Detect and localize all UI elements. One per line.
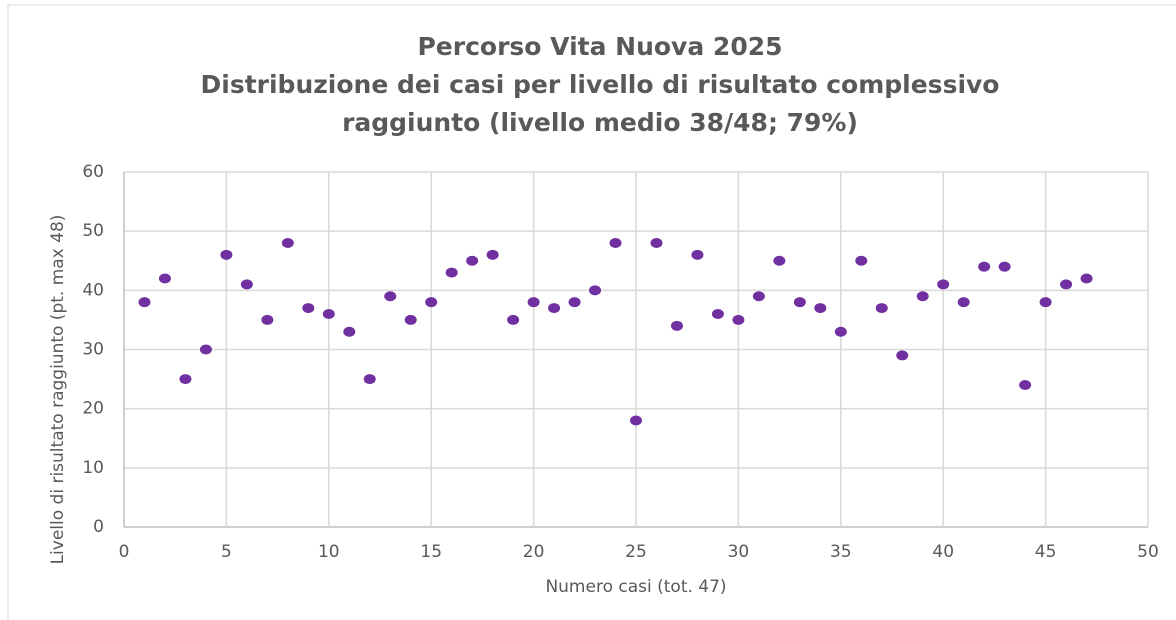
point bbox=[957, 297, 970, 308]
point bbox=[589, 285, 602, 296]
point bbox=[404, 314, 417, 325]
point bbox=[855, 255, 868, 266]
point bbox=[568, 297, 581, 308]
point bbox=[814, 303, 827, 314]
point bbox=[425, 297, 438, 308]
point bbox=[363, 374, 376, 385]
point bbox=[281, 238, 294, 248]
chart-title: Percorso Vita Nuova 2025 bbox=[417, 32, 782, 61]
y-tick-label: 50 bbox=[82, 221, 104, 241]
point bbox=[670, 320, 683, 331]
point bbox=[875, 303, 888, 314]
y-tick-label: 30 bbox=[82, 340, 104, 360]
point bbox=[179, 374, 192, 385]
point bbox=[445, 267, 458, 278]
x-tick-label: 50 bbox=[1137, 542, 1159, 562]
point bbox=[998, 261, 1011, 272]
point bbox=[486, 249, 499, 260]
point bbox=[732, 314, 745, 325]
point bbox=[609, 238, 622, 248]
x-tick-label: 10 bbox=[318, 542, 340, 562]
point bbox=[466, 255, 479, 266]
point bbox=[220, 249, 233, 260]
point bbox=[1060, 279, 1073, 290]
y-tick-label: 0 bbox=[93, 517, 104, 537]
y-tick-label: 60 bbox=[82, 162, 104, 182]
point bbox=[302, 303, 315, 314]
point bbox=[630, 415, 642, 426]
point bbox=[240, 279, 253, 290]
point bbox=[343, 326, 356, 337]
point bbox=[896, 350, 909, 361]
chart-title: Distribuzione dei casi per livello di ri… bbox=[201, 70, 1000, 99]
x-axis-label: Numero casi (tot. 47) bbox=[545, 577, 726, 597]
x-tick-label: 5 bbox=[221, 542, 232, 562]
point bbox=[322, 309, 335, 319]
point bbox=[527, 297, 540, 308]
point bbox=[834, 326, 847, 337]
x-tick-label: 20 bbox=[523, 542, 545, 562]
point bbox=[138, 297, 151, 308]
point bbox=[691, 249, 704, 260]
point bbox=[650, 238, 663, 248]
point bbox=[978, 261, 991, 272]
x-tick-label: 35 bbox=[830, 542, 852, 562]
point bbox=[1039, 297, 1052, 308]
x-tick-label: 40 bbox=[932, 542, 954, 562]
chart-border bbox=[7, 4, 1176, 620]
x-tick-label: 25 bbox=[625, 542, 647, 562]
point bbox=[548, 303, 561, 314]
point bbox=[507, 314, 520, 325]
y-axis-label: Livello di risultato raggiunto (pt. max … bbox=[48, 215, 68, 565]
point bbox=[1019, 380, 1032, 390]
y-tick-label: 10 bbox=[82, 458, 104, 478]
point bbox=[752, 291, 765, 302]
point bbox=[773, 255, 786, 266]
x-tick-label: 15 bbox=[420, 542, 442, 562]
point bbox=[384, 291, 397, 302]
y-tick-label: 40 bbox=[82, 280, 104, 300]
point bbox=[937, 279, 950, 290]
y-tick-label: 20 bbox=[82, 399, 104, 419]
x-tick-label: 45 bbox=[1035, 542, 1057, 562]
point bbox=[261, 314, 274, 325]
x-tick-label: 0 bbox=[119, 542, 130, 562]
point bbox=[916, 291, 929, 302]
point bbox=[1080, 273, 1093, 284]
point bbox=[793, 297, 806, 308]
x-tick-label: 30 bbox=[728, 542, 750, 562]
point bbox=[199, 344, 212, 355]
chart-title: raggiunto (livello medio 38/48; 79%) bbox=[342, 108, 858, 137]
point bbox=[158, 273, 171, 284]
point bbox=[711, 309, 724, 319]
